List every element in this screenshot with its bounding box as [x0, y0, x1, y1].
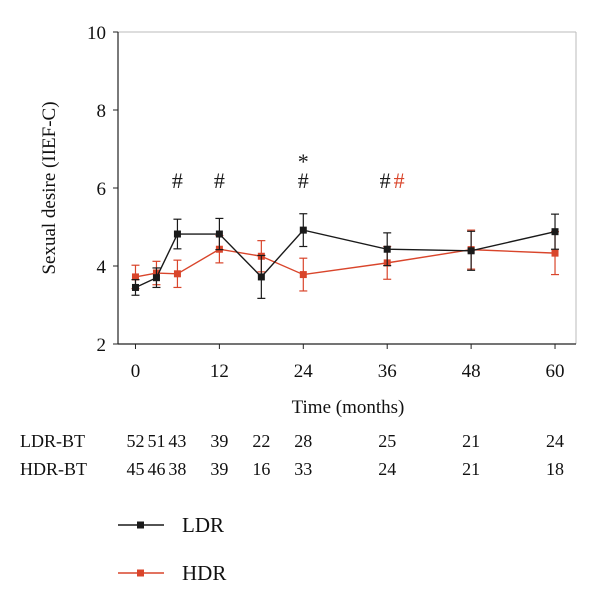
x-tick-label: 48 [462, 361, 481, 382]
series-ldr [131, 213, 560, 299]
x-axis-label: Time (months) [292, 397, 405, 418]
series-layer [131, 213, 560, 299]
hash-mark: # [214, 168, 225, 193]
data-point [299, 226, 307, 234]
number-at-risk-table: LDR-BT 52 51 43 39 22 28 25 21 24 HDR-BT 45 46 38 39 16… [20, 431, 564, 479]
data-point [152, 274, 160, 282]
risk-count: 24 [546, 431, 564, 451]
risk-count: 22 [252, 431, 270, 451]
data-point [551, 249, 559, 257]
data-point [131, 283, 139, 291]
data-point [131, 273, 139, 281]
y-axis-label: Sexual desire (IIEF-C) [39, 101, 60, 274]
y-tick-label: 2 [97, 335, 107, 356]
risk-count: 51 [147, 431, 165, 451]
y-tick-label: 10 [87, 23, 106, 44]
hash-mark: # [394, 168, 405, 193]
legend: LDR HDR [118, 513, 226, 585]
hash-mark: # [298, 168, 309, 193]
risk-count: 46 [147, 459, 165, 479]
plot-frame [117, 31, 577, 345]
data-point [467, 247, 475, 255]
y-tick-label: 6 [97, 179, 107, 200]
x-tick-label: 36 [378, 361, 397, 382]
significance-marks: # # #*# # [172, 149, 405, 193]
legend-label: LDR [182, 513, 224, 537]
x-tick-label: 24 [294, 361, 314, 382]
risk-count: 24 [378, 459, 396, 479]
data-point [173, 230, 181, 238]
y-tick-label: 4 [97, 257, 107, 278]
risk-count: 16 [252, 459, 270, 479]
risk-count: 39 [210, 459, 228, 479]
risk-row-label: LDR-BT [20, 431, 85, 451]
risk-row-label: HDR-BT [20, 459, 87, 479]
x-tick-label: 12 [210, 361, 229, 382]
risk-count: 21 [462, 459, 480, 479]
data-point [299, 271, 307, 279]
data-point [173, 270, 181, 278]
hash-mark: # [380, 168, 391, 193]
risk-count: 18 [546, 459, 564, 479]
risk-count: 45 [126, 459, 144, 479]
series-line [135, 248, 556, 278]
legend-swatch-marker [137, 569, 144, 577]
data-point [383, 245, 391, 253]
x-axis: 0 12 24 36 48 60 [131, 344, 565, 382]
risk-count: 21 [462, 431, 480, 451]
series-line [135, 229, 556, 289]
risk-count: 28 [294, 431, 312, 451]
data-point [257, 273, 265, 281]
legend-label: HDR [182, 561, 226, 585]
data-point [551, 228, 559, 236]
risk-count: 25 [378, 431, 396, 451]
risk-count: 33 [294, 459, 312, 479]
hash-mark: # [172, 168, 183, 193]
asterisk-mark: * [298, 149, 309, 174]
y-axis: 2 4 6 8 10 [87, 23, 118, 356]
risk-count: 52 [126, 431, 144, 451]
risk-count: 38 [168, 459, 186, 479]
y-tick-label: 8 [97, 101, 107, 122]
risk-count: 39 [210, 431, 228, 451]
risk-count: 43 [168, 431, 186, 451]
x-tick-label: 60 [546, 361, 565, 382]
legend-swatch-marker [137, 521, 144, 529]
data-point [215, 230, 223, 238]
x-tick-label: 0 [131, 361, 141, 382]
